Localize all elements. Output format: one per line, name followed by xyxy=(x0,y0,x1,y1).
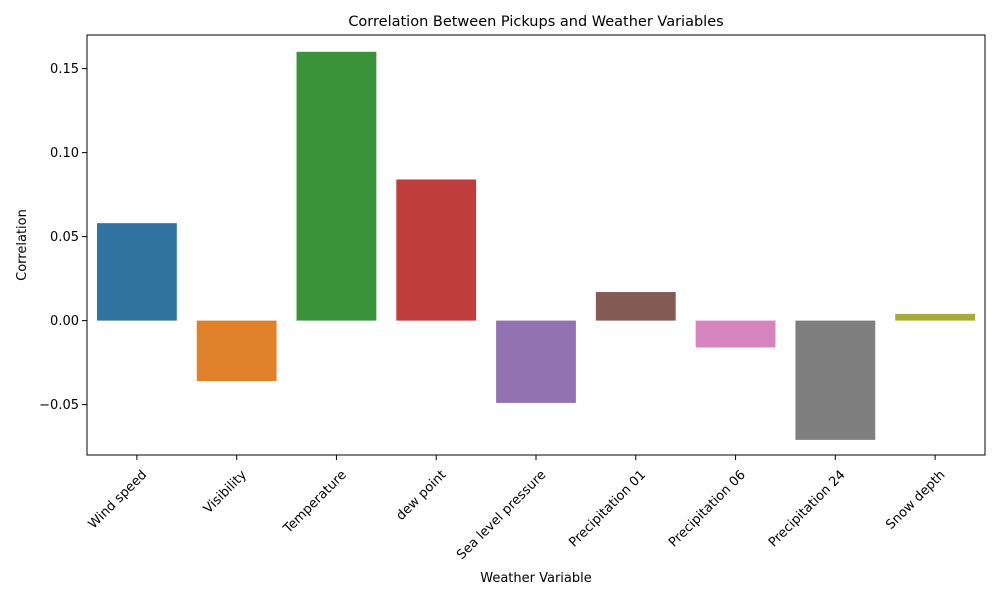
y-axis-label: Correlation xyxy=(15,209,30,281)
x-tick-label: Temperature xyxy=(280,468,350,538)
chart-title: Correlation Between Pickups and Weather … xyxy=(348,14,723,30)
bar-sea-level-pressure xyxy=(496,320,576,403)
bar-precipitation-06 xyxy=(695,320,776,348)
x-axis: Wind speed Visibility Temperature dew point… xyxy=(86,455,948,563)
x-tick-label: Precipitation 06 xyxy=(666,468,749,551)
x-tick-label: Precipitation 01 xyxy=(566,468,649,551)
plot-frame xyxy=(86,34,986,456)
bar-precipitation-01 xyxy=(595,292,676,321)
y-tick-label: 0.00 xyxy=(50,314,79,329)
x-tick-label: Snow depth xyxy=(883,468,948,533)
bar-wind-speed xyxy=(96,223,177,321)
x-tick-label: Precipitation 24 xyxy=(766,468,849,551)
y-tick-label: 0.10 xyxy=(50,146,79,161)
x-tick-label: Wind speed xyxy=(86,468,150,532)
bars xyxy=(96,51,976,440)
y-axis: −0.05 0.00 0.05 0.10 0.15 xyxy=(39,62,87,413)
bar-snow-depth xyxy=(895,313,976,321)
bar-precipitation-24 xyxy=(795,320,876,440)
bar-temperature xyxy=(296,51,377,321)
y-tick-label: 0.15 xyxy=(50,62,79,77)
x-axis-label: Weather Variable xyxy=(480,571,592,586)
x-tick-label: Sea level pressure xyxy=(454,468,549,563)
y-tick-label: 0.05 xyxy=(50,230,79,245)
bar-visibility xyxy=(196,320,277,382)
bar-dew-point xyxy=(396,179,477,321)
x-tick-label: dew point xyxy=(394,468,450,524)
y-tick-label: −0.05 xyxy=(39,398,79,413)
x-tick-label: Visibility xyxy=(201,467,250,516)
